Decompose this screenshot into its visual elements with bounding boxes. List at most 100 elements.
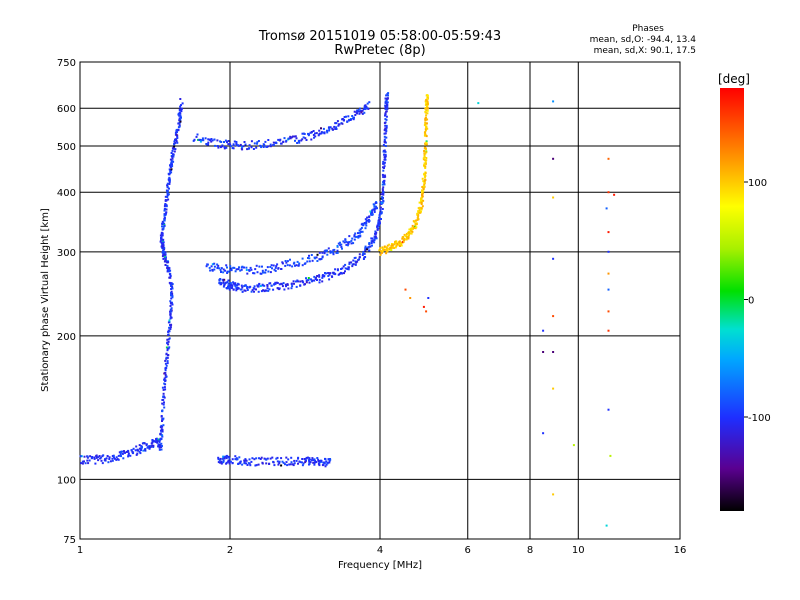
data-point <box>328 127 331 130</box>
data-point <box>163 216 166 219</box>
data-point <box>420 201 423 204</box>
data-point <box>290 282 293 285</box>
data-point <box>321 256 324 259</box>
data-point <box>340 246 343 248</box>
data-point <box>263 284 266 287</box>
data-point <box>339 271 342 274</box>
data-point <box>353 235 356 238</box>
data-point <box>345 115 347 118</box>
data-point <box>405 232 408 235</box>
data-point <box>424 167 427 169</box>
data-point <box>384 104 387 107</box>
data-point <box>253 290 255 293</box>
data-point <box>425 122 428 125</box>
data-point <box>163 209 166 212</box>
data-point <box>258 283 261 286</box>
data-point <box>421 195 424 198</box>
data-point <box>278 287 281 290</box>
data-point <box>299 284 302 287</box>
data-point <box>135 453 138 456</box>
data-point <box>374 237 377 240</box>
data-point <box>384 158 386 161</box>
data-point <box>381 251 383 254</box>
data-point <box>348 263 351 266</box>
data-point <box>407 232 409 235</box>
data-point <box>237 283 240 286</box>
data-point <box>357 109 360 111</box>
data-point <box>316 275 319 277</box>
data-point <box>160 448 163 451</box>
data-point <box>314 459 316 462</box>
data-point <box>425 101 428 104</box>
data-point <box>304 283 306 286</box>
data-point <box>170 290 173 293</box>
data-point <box>264 271 267 274</box>
data-point <box>374 230 377 233</box>
data-point <box>91 456 94 458</box>
data-point <box>281 460 284 463</box>
data-point <box>237 287 240 290</box>
data-point <box>383 165 386 168</box>
data-point <box>420 208 423 211</box>
data-point <box>180 107 183 110</box>
data-point <box>315 256 318 259</box>
data-point <box>324 458 327 461</box>
data-point <box>423 181 426 184</box>
data-point <box>382 162 385 165</box>
data-point <box>163 377 166 380</box>
data-point <box>227 282 230 285</box>
data-point <box>322 127 325 130</box>
data-point <box>373 235 376 238</box>
data-point <box>425 135 428 138</box>
data-point <box>378 214 381 217</box>
data-point <box>252 287 255 290</box>
data-point <box>327 126 330 129</box>
data-point <box>162 424 165 427</box>
data-point <box>382 166 384 169</box>
data-point <box>270 264 273 267</box>
data-point <box>178 124 181 127</box>
data-point <box>167 266 170 269</box>
data-point <box>218 267 221 270</box>
data-point <box>426 107 429 110</box>
data-point <box>162 221 165 224</box>
data-point <box>235 142 238 145</box>
plot-area: 1 2 4 6 8 10 16 75 100 200 300 400 500 600 750 <box>57 58 686 556</box>
data-point <box>233 140 236 143</box>
data-point <box>337 242 340 245</box>
data-point <box>423 162 426 165</box>
data-point <box>346 241 349 244</box>
data-point <box>168 273 171 275</box>
data-point <box>391 244 394 247</box>
phase-stats: Phases mean, sd,O: -94.4, 13.4 mean, sd,… <box>590 24 697 56</box>
data-point <box>159 234 162 237</box>
data-point <box>243 460 246 463</box>
data-point <box>169 302 172 304</box>
data-point <box>405 238 408 241</box>
data-point <box>236 284 239 287</box>
data-point <box>287 137 290 140</box>
data-point <box>174 148 177 151</box>
data-point <box>206 263 209 266</box>
data-point <box>305 277 307 280</box>
data-point <box>248 286 251 289</box>
data-point <box>178 119 181 122</box>
data-point <box>261 269 264 272</box>
data-point <box>301 464 304 467</box>
data-point <box>123 450 125 453</box>
data-point <box>262 271 264 274</box>
data-point <box>234 285 237 288</box>
data-point <box>244 284 247 287</box>
data-point <box>407 237 410 240</box>
data-point <box>162 243 165 246</box>
data-point <box>328 273 331 276</box>
data-point <box>305 457 308 460</box>
data-point <box>334 268 337 271</box>
data-point <box>354 232 357 235</box>
data-point <box>161 399 164 401</box>
data-point <box>163 250 166 253</box>
data-point <box>344 238 347 241</box>
data-point <box>143 442 146 445</box>
data-point <box>389 246 392 249</box>
